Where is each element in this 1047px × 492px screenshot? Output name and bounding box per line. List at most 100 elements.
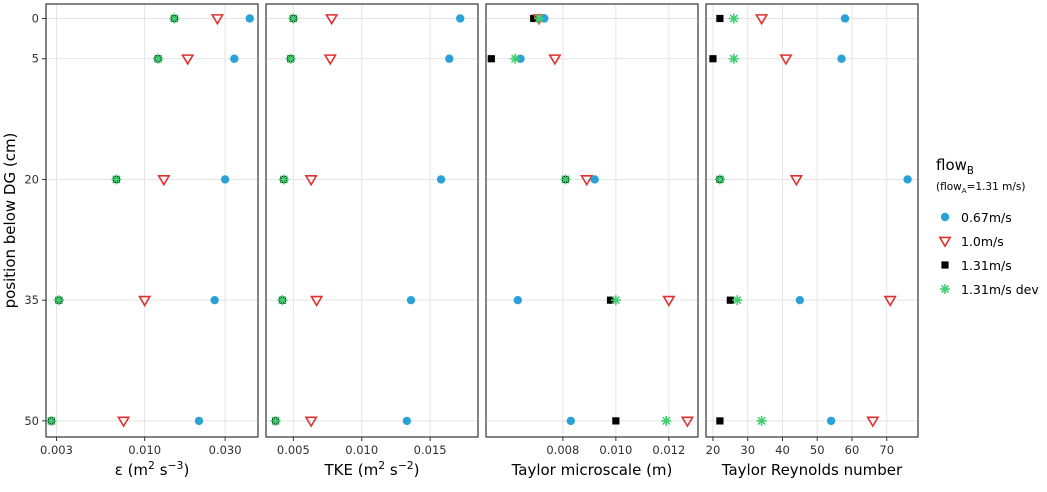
legend-subtitle-subscript: A <box>961 186 967 196</box>
data-point <box>487 55 495 63</box>
axis-title: Taylor Reynolds number <box>721 461 903 479</box>
data-point <box>46 415 57 426</box>
x-tick-label: 40 <box>775 443 790 457</box>
x-tick-label: 0.030 <box>209 443 242 457</box>
data-point <box>210 14 225 26</box>
x-tick-label: 30 <box>740 443 755 457</box>
points-epsilon <box>46 13 254 428</box>
data-point <box>580 175 594 187</box>
data-point <box>789 175 803 187</box>
data-point <box>406 295 416 305</box>
x-tick-label: 0.010 <box>345 443 378 457</box>
y-tick-label: 35 <box>24 293 39 307</box>
data-point <box>590 175 599 184</box>
data-point <box>726 296 734 304</box>
legend-item-label: 1.31m/s <box>961 257 1012 273</box>
data-point <box>709 55 717 63</box>
axis-title: ε (m2 s−3) <box>115 459 190 479</box>
data-point <box>606 296 615 304</box>
legend-subtitle-post: =1.31 m/s) <box>966 181 1026 193</box>
y-tick-label: 5 <box>32 52 39 66</box>
data-point <box>755 14 769 26</box>
legend-subtitle: (flowA=1.31 m/s) <box>936 181 1046 195</box>
data-point <box>530 14 538 23</box>
data-point <box>210 295 219 305</box>
legend-title-text: flow <box>936 156 967 174</box>
data-point <box>566 416 575 426</box>
data-point <box>716 417 724 425</box>
data-point <box>169 13 180 24</box>
data-point <box>903 175 912 184</box>
data-point <box>610 295 621 306</box>
data-point <box>662 295 676 307</box>
data-point <box>157 175 171 187</box>
data-point <box>732 295 743 306</box>
data-point <box>138 295 152 307</box>
x-tick-label: 0.012 <box>652 443 685 457</box>
asterisk-marker-icon <box>936 280 954 298</box>
data-point <box>181 54 195 66</box>
data-point <box>941 261 949 269</box>
data-point <box>304 416 318 428</box>
data-point <box>513 295 522 305</box>
data-point <box>560 174 571 185</box>
data-point <box>940 212 950 222</box>
data-point <box>612 417 620 425</box>
data-point <box>323 54 337 66</box>
panel-taylor-microscale: 0.008 0.010 0.012 <box>485 3 699 457</box>
points-taylor-microscale <box>487 13 695 428</box>
data-point <box>445 54 454 63</box>
data-point <box>304 175 318 187</box>
x-tick-label: 20 <box>706 443 721 457</box>
data-point <box>111 174 122 185</box>
plot-area: 0.003 0.010 0.030 0 5 20 35 50 ε (m2 s−3) 0.005 0.… <box>1 3 919 479</box>
data-point <box>716 14 724 23</box>
axis-title: TKE (m2 s−2) <box>324 459 420 479</box>
data-point <box>837 54 846 63</box>
x-tick-label: 0.015 <box>414 443 447 457</box>
y-tick-label: 20 <box>24 172 39 186</box>
data-point <box>826 416 836 426</box>
points-taylor-reynolds <box>709 13 912 428</box>
triangle-marker-icon <box>936 232 954 250</box>
x-tick-label: 0.008 <box>546 443 579 457</box>
data-point <box>938 236 952 248</box>
panel-epsilon: 0.003 0.010 0.030 0 5 20 35 50 <box>24 3 259 457</box>
data-point <box>230 54 239 63</box>
axis-title: position below DG (cm) <box>1 133 19 309</box>
x-tick-label: 0.003 <box>40 443 73 457</box>
legend-item-label: 0.67m/s <box>961 209 1012 225</box>
data-point <box>661 415 672 426</box>
data-point <box>795 295 805 305</box>
data-point <box>277 295 288 306</box>
points-tke <box>270 13 465 428</box>
data-point <box>756 415 767 426</box>
x-tick-label: 0.010 <box>599 443 632 457</box>
data-point <box>840 14 850 23</box>
circle-marker-icon <box>936 208 954 226</box>
axis-title: Taylor microscale (m) <box>511 461 673 479</box>
legend-item-label: 1.31m/s dev <box>961 281 1039 297</box>
data-point <box>245 14 254 23</box>
data-point <box>510 53 521 64</box>
y-tick-label: 50 <box>24 414 39 428</box>
data-point <box>153 53 164 64</box>
data-point <box>325 14 339 26</box>
legend-item: 1.31m/s dev <box>936 277 1046 301</box>
data-point <box>779 54 793 66</box>
legend-item: 1.31m/s <box>936 253 1046 277</box>
data-point <box>728 53 739 64</box>
legend-item: 1.0m/s <box>936 229 1046 253</box>
data-point <box>194 416 204 426</box>
x-tick-label: 60 <box>845 443 860 457</box>
panel-tke: 0.005 0.010 0.015 <box>265 3 479 457</box>
x-tick-label: 70 <box>879 443 894 457</box>
data-point <box>402 416 412 426</box>
data-point <box>866 416 880 428</box>
data-point <box>883 295 897 307</box>
legend-item-label: 1.0m/s <box>961 233 1004 249</box>
data-point <box>534 13 544 24</box>
data-point <box>285 53 296 64</box>
